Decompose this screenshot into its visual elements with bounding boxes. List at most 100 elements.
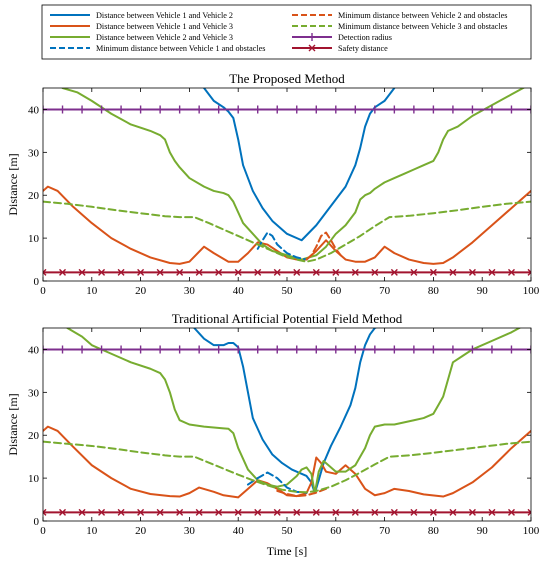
series-marker-safety-distance xyxy=(59,268,67,276)
series-marker-detection-radius xyxy=(292,105,301,114)
series-marker-detection-radius xyxy=(409,105,418,114)
series-marker-safety-distance xyxy=(449,508,457,516)
series-minimum-distance-between-vehicle-2-and-obstacles xyxy=(276,487,328,498)
series-distance-between-vehicle-2-and-vehicle-3 xyxy=(66,328,522,495)
series-minimum-distance-between-vehicle-3-and-obstacles xyxy=(43,200,531,263)
x-tick-label: 60 xyxy=(330,525,342,537)
series-marker-detection-radius xyxy=(273,105,282,114)
series-marker-safety-distance xyxy=(371,508,379,516)
series-marker-safety-distance xyxy=(351,508,359,516)
series-marker-safety-distance xyxy=(507,268,515,276)
x-tick-label: 80 xyxy=(428,285,440,297)
series-marker-safety-distance xyxy=(429,268,437,276)
series-marker-detection-radius xyxy=(175,105,184,114)
series-marker-safety-distance xyxy=(390,268,398,276)
series-marker-detection-radius xyxy=(273,345,282,354)
x-tick-label: 20 xyxy=(135,285,147,297)
series-marker-safety-distance xyxy=(507,508,515,516)
series-marker-safety-distance xyxy=(78,508,86,516)
series-marker-safety-distance xyxy=(488,508,496,516)
x-tick-label: 40 xyxy=(233,285,245,297)
series-marker-safety-distance xyxy=(215,268,223,276)
series-marker-detection-radius xyxy=(156,345,165,354)
series-marker-detection-radius xyxy=(448,345,457,354)
y-axis-label: Distance [m] xyxy=(6,153,20,215)
series-marker-safety-distance xyxy=(527,268,531,276)
chart-title: Traditional Artificial Potential Field M… xyxy=(172,311,403,326)
series-marker-detection-radius xyxy=(390,105,399,114)
series-group xyxy=(43,328,531,516)
series-marker-safety-distance xyxy=(312,268,320,276)
y-tick-label: 40 xyxy=(28,344,40,356)
series-marker-detection-radius xyxy=(429,345,438,354)
x-tick-label: 100 xyxy=(523,285,540,297)
series-marker-safety-distance xyxy=(156,508,164,516)
series-marker-detection-radius xyxy=(370,105,379,114)
series-marker-detection-radius xyxy=(468,105,477,114)
y-tick-label: 10 xyxy=(28,473,40,485)
series-marker-detection-radius xyxy=(117,105,126,114)
y-tick-label: 0 xyxy=(34,516,40,528)
legend-marker xyxy=(308,44,316,52)
x-tick-label: 80 xyxy=(428,525,440,537)
series-minimum-distance-between-vehicle-1-and-obstacles xyxy=(256,231,308,261)
x-tick-label: 0 xyxy=(40,285,46,297)
legend-item-minimum-distance-between-vehicle-2-and-obstacles: Minimum distance between Vehicle 2 and o… xyxy=(292,11,507,20)
series-marker-detection-radius xyxy=(214,345,223,354)
series-marker-safety-distance xyxy=(273,508,281,516)
series-marker-detection-radius xyxy=(292,345,301,354)
series-marker-safety-distance xyxy=(78,268,86,276)
legend-label: Minimum distance between Vehicle 1 and o… xyxy=(96,44,265,53)
legend-item-safety-distance: Safety distance xyxy=(292,44,388,53)
x-tick-label: 100 xyxy=(523,525,540,537)
series-marker-safety-distance xyxy=(176,508,184,516)
series-minimum-distance-between-vehicle-3-and-obstacles xyxy=(43,440,531,494)
series-marker-safety-distance xyxy=(410,268,418,276)
y-tick-label: 10 xyxy=(28,233,40,245)
series-marker-detection-radius xyxy=(58,105,67,114)
series-group xyxy=(43,88,531,276)
series-marker-safety-distance xyxy=(410,508,418,516)
x-tick-label: 30 xyxy=(184,525,196,537)
series-marker-safety-distance xyxy=(137,508,145,516)
series-marker-detection-radius xyxy=(195,105,204,114)
legend-item-minimum-distance-between-vehicle-1-and-obstacles: Minimum distance between Vehicle 1 and o… xyxy=(50,44,265,53)
series-marker-safety-distance xyxy=(117,508,125,516)
series-marker-detection-radius xyxy=(351,105,360,114)
series-distance-between-vehicle-1-and-vehicle-3 xyxy=(43,425,531,499)
series-marker-safety-distance xyxy=(43,268,47,276)
x-tick-label: 20 xyxy=(135,525,147,537)
x-tick-label: 0 xyxy=(40,525,46,537)
series-distance-between-vehicle-1-and-vehicle-2 xyxy=(193,328,378,495)
series-marker-detection-radius xyxy=(351,345,360,354)
series-distance-between-vehicle-1-and-vehicle-2 xyxy=(203,88,396,242)
series-marker-safety-distance xyxy=(43,508,47,516)
series-marker-safety-distance xyxy=(117,268,125,276)
series-marker-detection-radius xyxy=(78,105,87,114)
series-marker-detection-radius xyxy=(78,345,87,354)
series-marker-safety-distance xyxy=(332,268,340,276)
series-marker-safety-distance xyxy=(59,508,67,516)
series-marker-safety-distance xyxy=(273,268,281,276)
x-tick-label: 50 xyxy=(282,285,294,297)
series-marker-safety-distance xyxy=(98,268,106,276)
legend-item-detection-radius: Detection radius xyxy=(292,33,392,42)
series-marker-detection-radius xyxy=(214,105,223,114)
series-marker-safety-distance xyxy=(527,508,531,516)
y-tick-label: 20 xyxy=(28,190,40,202)
series-marker-safety-distance xyxy=(488,268,496,276)
series-marker-safety-distance xyxy=(254,268,262,276)
proposed-method-chart: 0 10 20 30 40 50 60 70 80 90 100 0 10 20 30 40 The Propo… xyxy=(6,71,540,297)
series-marker-safety-distance xyxy=(312,508,320,516)
x-tick-label: 90 xyxy=(477,285,489,297)
chart-title: The Proposed Method xyxy=(229,71,345,86)
series-minimum-distance-between-vehicle-2-and-obstacles xyxy=(305,231,342,261)
y-tick-label: 30 xyxy=(28,387,40,399)
x-tick-label: 10 xyxy=(86,525,98,537)
x-tick-label: 50 xyxy=(282,525,294,537)
series-marker-detection-radius xyxy=(253,105,262,114)
y-tick-label: 40 xyxy=(28,104,40,116)
legend: Distance between Vehicle 1 and Vehicle 2… xyxy=(41,4,532,60)
x-tick-label: 30 xyxy=(184,285,196,297)
